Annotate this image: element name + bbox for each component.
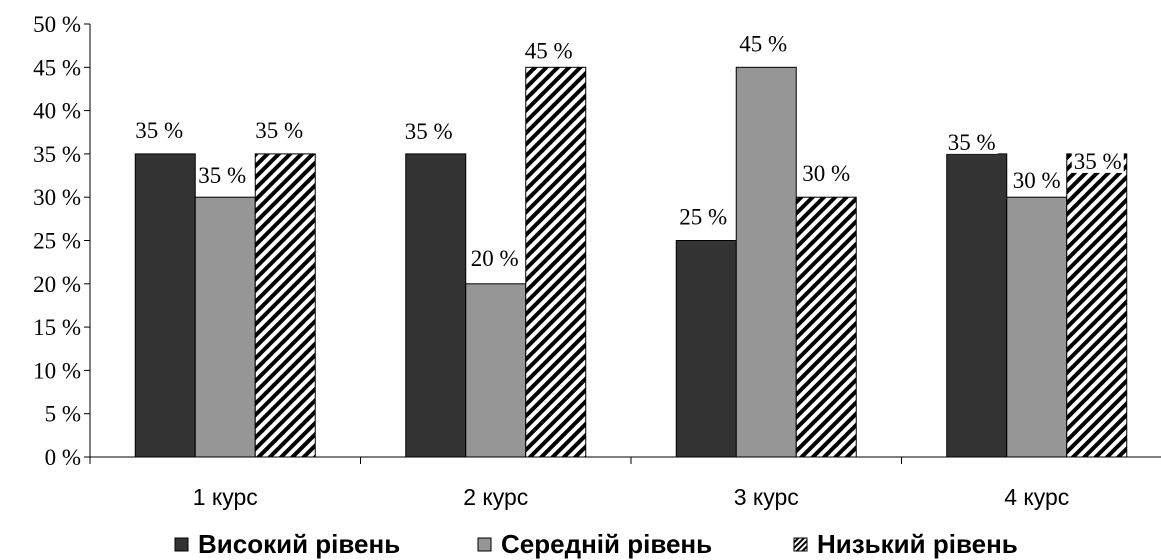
data-label-background — [133, 117, 186, 142]
data-label-background — [1010, 168, 1063, 193]
data-label-background — [737, 31, 790, 56]
x-tick-label-course-4: 4 курс — [1004, 484, 1069, 510]
y-tick-label: 30 % — [33, 185, 81, 210]
data-label-medium-level-course-1: 35 % — [198, 163, 246, 188]
legend-label-medium-level: Середній рівень — [501, 529, 712, 559]
x-tick-label-course-1: 1 курс — [193, 484, 258, 510]
data-labels: 35 % 35 % 25 % 35 % 35 % 20 % 45 % 30 % 35 % 45 %… — [133, 31, 1124, 271]
bar-high-level-course-4 — [946, 153, 1008, 458]
data-label-medium-level-course-3: 45 % — [739, 31, 787, 56]
data-label-background — [196, 163, 249, 188]
data-label-high-level-course-2: 35 % — [405, 119, 453, 144]
legend-label-high-level: Високий рівень — [198, 529, 400, 559]
data-label-background — [522, 38, 575, 63]
legend-swatch-high-level — [174, 537, 189, 552]
y-axis-tick-labels: 0 % 5 % 10 % 15 % 20 % 25 % 30 % 35 % 40 % 45 % 50… — [33, 12, 81, 470]
data-label-high-level-course-1: 35 % — [135, 118, 183, 143]
data-label-medium-level-course-2: 20 % — [471, 246, 519, 271]
bar-high-level-course-2 — [405, 153, 467, 458]
legend-item-low-level: Низький рівень — [793, 529, 1018, 559]
y-tick-label: 50 % — [33, 12, 81, 37]
bar-medium-level-course-4 — [1006, 196, 1068, 458]
data-label-low-level-course-3: 30 % — [802, 161, 850, 186]
data-label-background — [945, 129, 998, 154]
axes — [84, 23, 1161, 464]
bar-low-level-course-1 — [254, 153, 316, 458]
x-axis-category-labels: 1 курс 2 курс 3 курс 4 курс — [193, 484, 1070, 510]
y-tick-label: 45 % — [33, 55, 81, 80]
y-tick-label: 35 % — [33, 142, 81, 167]
y-tick-label: 20 % — [33, 272, 81, 297]
y-tick-label: 25 % — [33, 229, 81, 254]
legend-swatch-low-level — [793, 537, 808, 552]
x-tick-label-course-3: 3 курс — [734, 484, 799, 510]
bar-medium-level-course-2 — [465, 283, 527, 458]
legend-swatch-medium-level — [477, 537, 492, 552]
data-label-background — [253, 117, 306, 142]
legend: Високий рівень Середній рівень Низький рів… — [174, 529, 1018, 559]
data-label-background — [468, 245, 521, 270]
y-tick-label: 5 % — [45, 402, 81, 427]
y-tick-label: 0 % — [45, 445, 81, 470]
data-label-medium-level-course-4: 30 % — [1013, 168, 1061, 193]
bar-high-level-course-3 — [675, 240, 737, 458]
data-label-background — [402, 118, 455, 143]
data-label-high-level-course-4: 35 % — [948, 130, 996, 155]
legend-item-medium-level: Середній рівень — [477, 529, 712, 559]
data-label-background — [1071, 148, 1124, 173]
x-tick-label-course-2: 2 курс — [463, 484, 528, 510]
bar-high-level-course-1 — [134, 153, 196, 458]
legend-label-low-level: Низький рівень — [817, 529, 1018, 559]
legend-item-high-level: Високий рівень — [174, 529, 400, 559]
bar-low-level-course-4 — [1066, 153, 1128, 458]
bar-low-level-course-2 — [525, 66, 587, 458]
bar-medium-level-course-1 — [194, 196, 256, 458]
y-tick-label: 10 % — [33, 358, 81, 383]
y-tick-label: 40 % — [33, 99, 81, 124]
data-label-low-level-course-2: 45 % — [525, 38, 573, 63]
bar-low-level-course-3 — [795, 196, 857, 458]
data-label-low-level-course-1: 35 % — [255, 118, 303, 143]
data-label-high-level-course-3: 25 % — [679, 205, 727, 230]
bar-medium-level-course-3 — [735, 66, 797, 458]
data-label-low-level-course-4: 35 % — [1074, 149, 1122, 174]
bars — [134, 66, 1128, 458]
data-label-background — [800, 161, 853, 186]
data-label-background — [677, 204, 730, 229]
y-tick-label: 15 % — [33, 315, 81, 340]
